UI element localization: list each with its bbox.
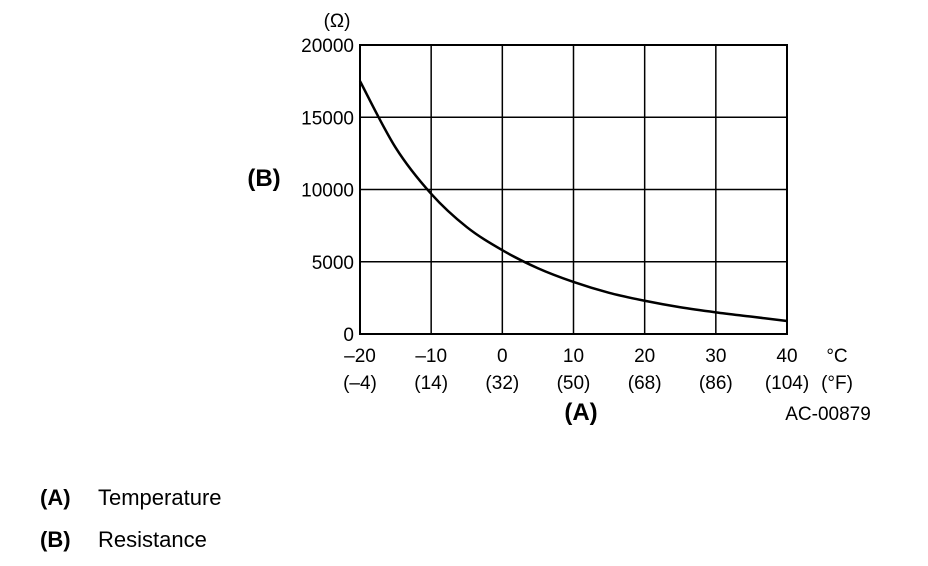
x-tick-label-celsius: 40 (776, 346, 797, 367)
legend-key-a: (A) (40, 485, 71, 510)
x-tick-label-celsius: 10 (563, 346, 584, 367)
resistance-curve (358, 80, 788, 323)
y-tick-label: 10000 (301, 181, 354, 202)
x-tick-label-celsius: 20 (634, 346, 655, 367)
plot-frame (359, 44, 788, 335)
y-unit-label: (Ω) (324, 11, 351, 32)
x-axis-label: (A) (564, 399, 597, 426)
tick-labels: –20 (–4) –10 (14) 0 (32) 10 (50) 20 (68) 30 (86) 40 (… (301, 36, 809, 394)
x-tick-label-fahrenheit: (50) (557, 373, 591, 394)
x-tick-label-fahrenheit: (–4) (343, 373, 377, 394)
legend-item-temperature: (A) Temperature (40, 485, 222, 511)
y-tick-label: 0 (343, 325, 354, 346)
grid-lines (359, 44, 788, 335)
x-tick-label-fahrenheit: (68) (628, 373, 662, 394)
legend-label-resistance: Resistance (98, 527, 207, 552)
x-tick-label-celsius: –20 (344, 346, 376, 367)
x-tick-label-fahrenheit: (86) (699, 373, 733, 394)
x-tick-label-fahrenheit: (14) (414, 373, 448, 394)
legend-item-resistance: (B) Resistance (40, 527, 207, 553)
x-tick-label-celsius: 0 (497, 346, 508, 367)
x-tick-label-fahrenheit: (32) (485, 373, 519, 394)
x-unit-label-celsius: °C (826, 346, 847, 367)
x-tick-label-celsius: 30 (705, 346, 726, 367)
y-tick-label: 15000 (301, 108, 354, 129)
x-tick-label-celsius: –10 (415, 346, 447, 367)
x-tick-label-fahrenheit: (104) (765, 373, 809, 394)
x-unit-label-fahrenheit: (°F) (821, 373, 853, 394)
y-tick-label: 20000 (301, 36, 354, 57)
y-axis-label: (B) (247, 165, 280, 192)
figure-code: AC-00879 (785, 404, 871, 425)
legend-key-b: (B) (40, 527, 71, 552)
legend-label-temperature: Temperature (98, 485, 222, 510)
y-tick-label: 5000 (312, 253, 354, 274)
